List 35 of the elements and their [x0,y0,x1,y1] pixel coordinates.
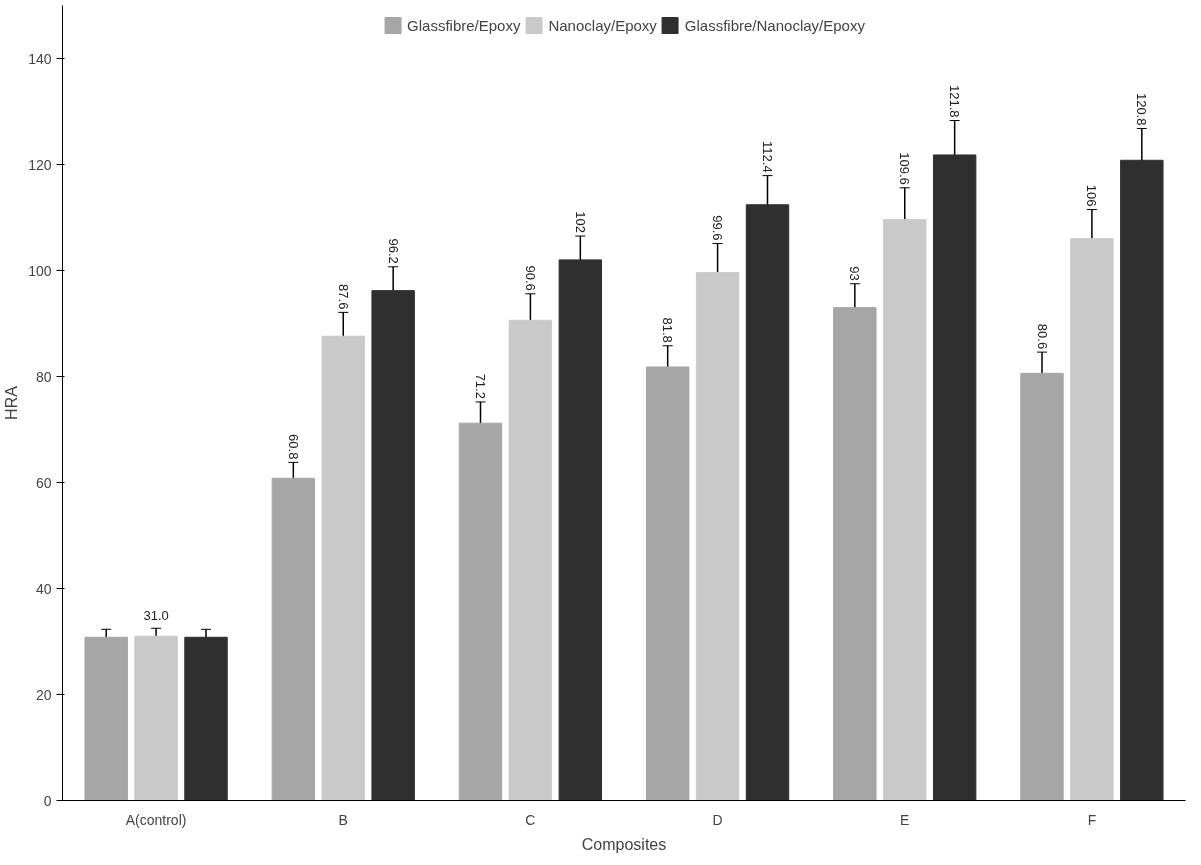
data-label: 93 [847,266,863,281]
x-tick-label: A(control) [125,811,187,828]
x-tick-label: D [712,811,723,828]
data-label: 121.8 [947,84,963,118]
x-tick-label: F [1087,811,1097,828]
data-label: 60.8 [285,434,301,460]
data-label: 106 [1084,184,1100,207]
y-tick-label: 40 [35,580,52,597]
data-label: 80.6 [1034,323,1050,350]
y-tick-label: 80 [35,368,52,385]
data-label: 87.6 [335,284,351,310]
data-label: 99.6 [710,215,726,241]
data-label: 120.8 [1134,92,1150,126]
x-tick-label: B [338,811,348,828]
data-label: 112.4 [759,141,775,173]
data-label: 102 [572,211,588,234]
y-tick-label: 100 [28,262,52,279]
legend-label: Nanoclay/Epoxy [548,16,657,34]
legend-label: Glassfibre/Nanoclay/Epoxy [684,16,865,34]
y-axis-title: HRA [3,385,21,420]
data-label: 71.2 [473,373,489,399]
y-tick-label: 20 [35,686,52,703]
legend-label: Glassfibre/Epoxy [407,16,521,34]
data-label: 96.2 [385,238,401,264]
x-tick-label: C [525,811,536,828]
x-tick-label: E [900,811,910,828]
y-tick-label: 140 [28,50,52,67]
y-tick-label: 0 [43,792,52,809]
data-label: 109.6 [897,152,913,185]
y-tick-label: 120 [28,156,52,173]
data-label: 90.6 [522,265,538,291]
x-axis-title: Composites [581,835,667,853]
y-tick-label: 60 [35,474,52,491]
data-label: 31.0 [143,608,169,624]
data-label: 81.8 [660,317,676,343]
